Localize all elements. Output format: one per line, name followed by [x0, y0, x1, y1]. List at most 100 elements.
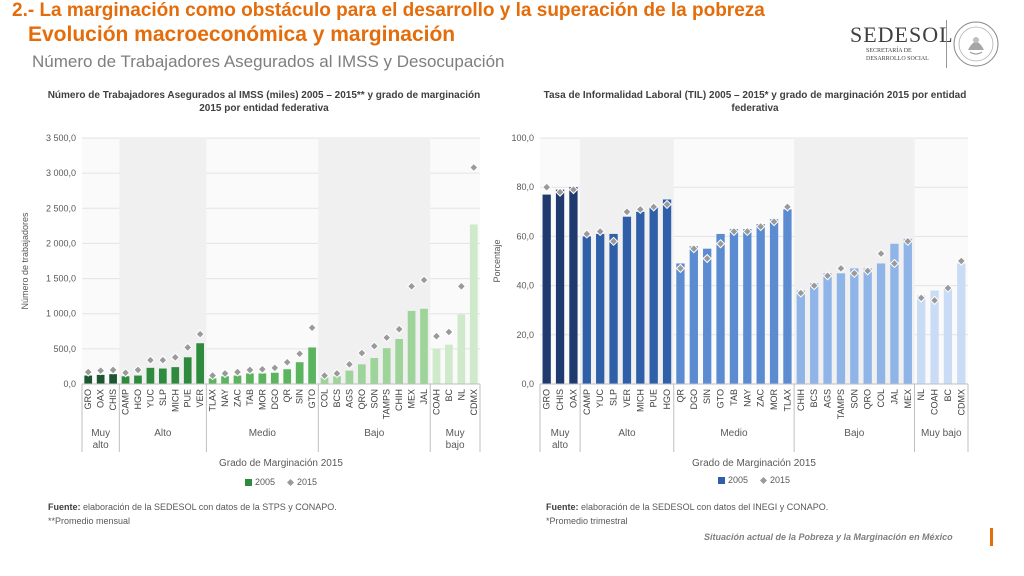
x-tick-label: BCS	[332, 389, 342, 408]
bar-2005	[689, 246, 698, 384]
group-label: Muy alto	[551, 428, 570, 451]
x-tick-label: GTO	[716, 389, 726, 408]
marker-2015	[232, 367, 243, 377]
x-tick-label: HGO	[133, 389, 143, 410]
x-tick-label: SON	[369, 389, 379, 409]
group-label: Medio	[720, 428, 748, 439]
marker-2015	[689, 243, 699, 254]
logo-sub-line1: SECRETARÍA DE	[866, 48, 912, 54]
marker-2015	[862, 266, 873, 276]
marker-2015	[158, 355, 168, 365]
marker-2015	[782, 202, 793, 212]
bar-2005	[457, 314, 466, 384]
bar-2005	[863, 268, 872, 384]
marker-2015	[889, 258, 900, 269]
bar-2005	[345, 370, 354, 384]
bar-2005	[395, 339, 404, 384]
marker-2015	[541, 182, 552, 192]
x-axis-label: Grado de Marginación 2015	[692, 458, 816, 469]
group-label: Medio	[249, 428, 277, 439]
x-tick-label: QRO	[863, 389, 873, 410]
x-tick-label: MEX	[407, 389, 417, 409]
x-tick-label: VER	[622, 389, 632, 408]
bar-2005	[432, 348, 441, 384]
marker-2015	[595, 226, 605, 237]
chart2-footnote: Fuente: elaboración de la SEDESOL con da…	[546, 500, 828, 528]
marker-2015	[876, 248, 886, 259]
legend-label-2005: 2005	[728, 475, 748, 485]
x-tick-label: DGO	[270, 389, 280, 410]
bar-2005	[756, 224, 765, 384]
marker-2015	[357, 348, 367, 358]
bar-2005	[609, 233, 618, 384]
group-label: Alto	[618, 428, 636, 439]
legend-label-2005: 2005	[255, 477, 275, 487]
marker-2015	[108, 365, 118, 375]
marker-2015	[469, 162, 479, 173]
bar-2005	[930, 290, 939, 384]
chart1-title: Número de Trabajadores Asegurados al IMS…	[47, 90, 481, 114]
bar-2005	[810, 283, 819, 384]
bar-2005	[308, 347, 316, 384]
bar-2005	[469, 224, 478, 384]
marker-2015	[715, 239, 726, 249]
x-tick-label: COAH	[431, 389, 441, 415]
x-tick-label: CAMP	[121, 389, 131, 415]
x-tick-label: DGO	[689, 389, 699, 410]
x-tick-label: CHIH	[796, 389, 806, 411]
bar-2005	[370, 357, 379, 384]
x-tick-label: NL	[916, 389, 926, 401]
bar-2005	[270, 372, 279, 384]
bar-2005	[636, 211, 645, 384]
y-tick-label: 2 000,0	[46, 238, 76, 248]
marker-2015	[755, 221, 766, 232]
marker-2015	[406, 281, 417, 292]
bar-2005	[146, 367, 155, 384]
x-tick-label: PUE	[183, 389, 193, 408]
marker-2015	[568, 184, 579, 195]
x-tick-label: QR	[282, 388, 292, 402]
bar-2005	[382, 348, 391, 384]
x-tick-label: TAMPS	[836, 389, 846, 419]
marker-2015	[929, 295, 940, 306]
marker-2015	[270, 363, 280, 373]
x-tick-label: TLAX	[782, 389, 792, 412]
bar-2005	[320, 377, 329, 384]
logo-brand-text: SEDESOL	[850, 22, 954, 47]
group-label: Bajo	[844, 428, 864, 439]
chart1-source-label: Fuente:	[48, 502, 81, 512]
group-band	[119, 138, 207, 384]
slide-subtitle: Número de Trabajadores Asegurados al IMS…	[32, 52, 505, 71]
group-label: Bajo	[364, 428, 384, 439]
x-tick-label: GRO	[83, 389, 93, 410]
x-tick-label: NAY	[742, 389, 752, 407]
marker-2015	[729, 226, 739, 237]
x-tick-label: QR	[675, 388, 685, 402]
y-tick-label: 1 500,0	[46, 274, 76, 284]
x-tick-label: JAL	[889, 389, 899, 405]
marker-2015	[582, 229, 592, 239]
group-label: Muy bajo	[446, 428, 465, 451]
x-tick-label: COL	[876, 389, 886, 408]
x-tick-label: AGS	[344, 389, 354, 408]
bar-2005	[555, 189, 565, 384]
x-tick-label: BC	[444, 389, 454, 402]
marker-2015	[444, 327, 454, 337]
y-tick-label: 3 500,0	[46, 133, 76, 143]
bar-2005	[649, 206, 658, 384]
group-label: Muy alto	[91, 428, 110, 451]
bar-2005	[662, 199, 672, 384]
marker-2015	[319, 370, 330, 381]
bar-2005	[445, 344, 453, 384]
bar-2005	[407, 310, 416, 384]
bar-2005	[569, 187, 578, 384]
chart2-source-text: elaboración de la SEDESOL con datos del …	[578, 502, 829, 512]
x-tick-label: MOR	[769, 389, 779, 410]
marker-2015	[956, 256, 967, 266]
sedesol-logo: SEDESOL SECRETARÍA DE DESARROLLO SOCIAL	[836, 14, 1006, 76]
bar-2005	[109, 374, 117, 384]
bar-2005	[917, 295, 926, 384]
bar-2005	[542, 194, 551, 384]
x-tick-label: YUC	[145, 389, 155, 409]
